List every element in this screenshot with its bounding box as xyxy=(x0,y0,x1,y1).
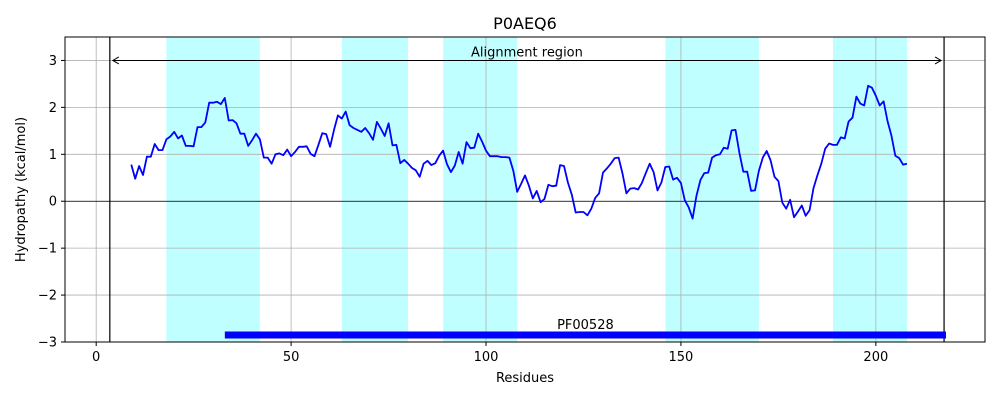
x-tick-label: 100 xyxy=(474,350,499,365)
y-tick-label: −3 xyxy=(38,336,57,351)
x-axis-label: Residues xyxy=(496,371,554,386)
x-tick-label: 150 xyxy=(669,350,694,365)
x-tick-label: 0 xyxy=(92,350,100,365)
y-tick-label: −1 xyxy=(38,242,57,257)
plot-frame xyxy=(64,36,986,343)
tm-band xyxy=(166,37,260,342)
series-group xyxy=(130,84,908,220)
arrow-right-head xyxy=(934,56,943,65)
x-tick-label: 50 xyxy=(283,350,300,365)
y-tick-label: 2 xyxy=(49,101,57,116)
hydropathy-line xyxy=(130,84,908,220)
chart-title: P0AEQ6 xyxy=(493,14,557,33)
domain-label: PF00528 xyxy=(557,318,614,333)
y-ticks: −3 −2 −1 0 1 2 3 xyxy=(38,54,65,351)
tm-band xyxy=(665,37,759,342)
alignment-region-label: Alignment region xyxy=(471,45,583,60)
y-axis-label: Hydropathy (kcal/mol) xyxy=(14,117,29,262)
tm-bands xyxy=(166,37,908,342)
arrow-left-head xyxy=(111,56,120,65)
tm-band xyxy=(341,37,409,342)
x-tick-label: 200 xyxy=(863,350,888,365)
tm-band xyxy=(832,37,908,342)
y-tick-label: 3 xyxy=(49,54,57,69)
annotations: Alignment region PF00528 xyxy=(109,37,947,342)
tm-band xyxy=(443,37,518,342)
y-tick-label: 0 xyxy=(49,195,57,210)
y-tick-label: −2 xyxy=(38,289,57,304)
x-ticks: 0 50 100 150 200 xyxy=(92,342,888,365)
y-tick-label: 1 xyxy=(49,148,57,163)
